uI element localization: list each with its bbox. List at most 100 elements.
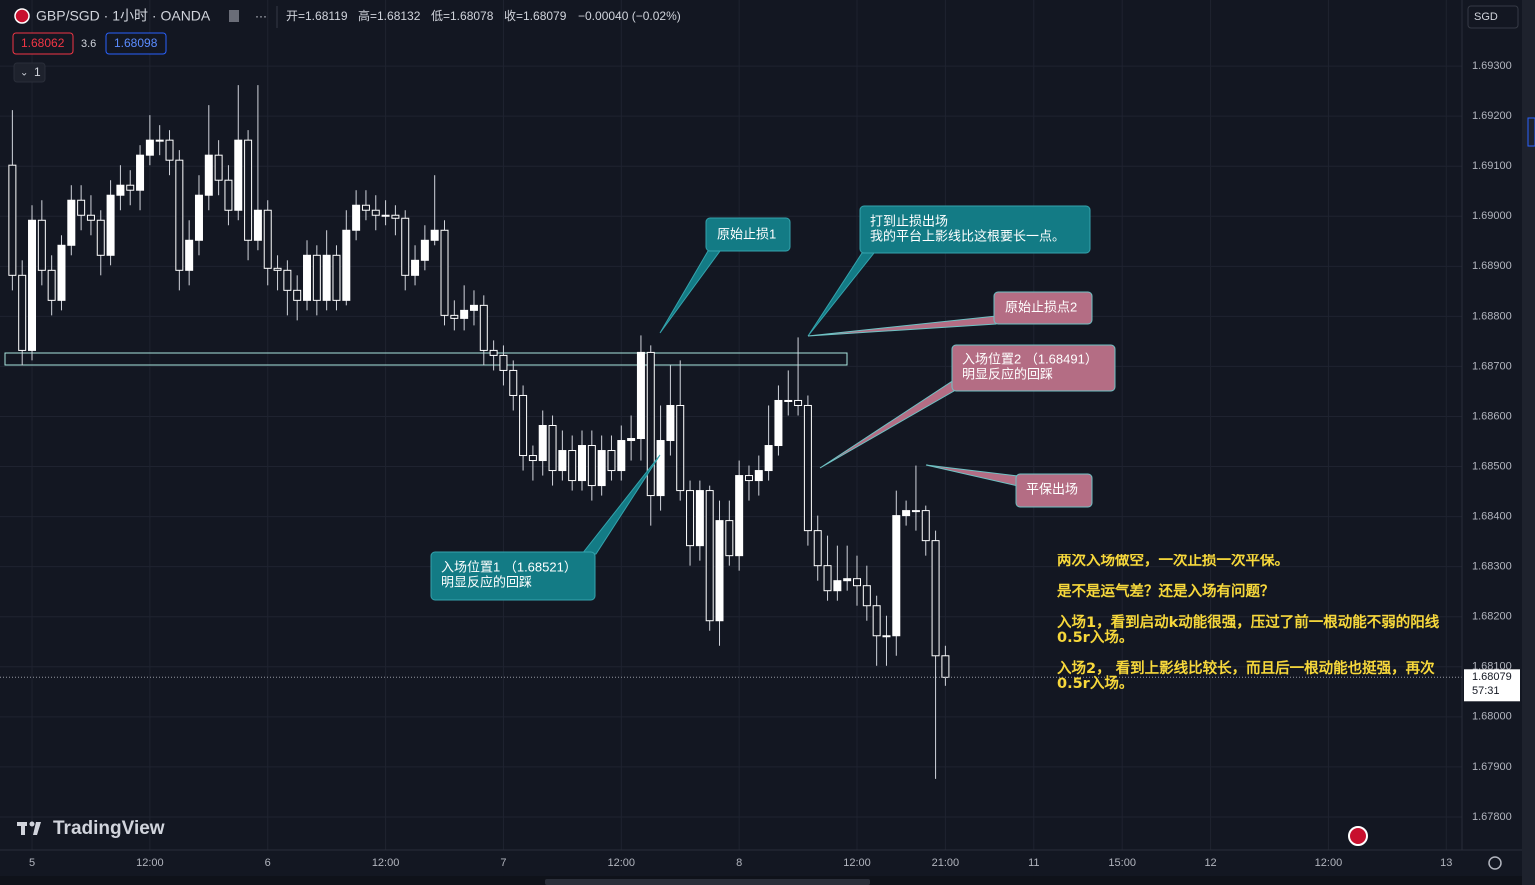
event-flag[interactable] [1348, 826, 1368, 846]
callout: 入场位置1 （1.68521） 明显反应的回踩 [430, 454, 661, 601]
candle-body [489, 349, 498, 356]
candle-body [538, 425, 547, 462]
candle-body [803, 404, 812, 532]
candle-body [420, 239, 429, 261]
settings-icon[interactable] [1488, 856, 1502, 870]
candle-body [754, 470, 763, 482]
y-tick-label: 1.68800 [1472, 310, 1512, 322]
spread: 3.6 [81, 38, 96, 50]
candles [8, 85, 950, 779]
close-value: 收=1.68079 [504, 9, 567, 23]
candle-body [57, 244, 66, 301]
candle-body [617, 440, 626, 472]
candle-body [833, 580, 842, 592]
ask-box[interactable] [105, 32, 167, 55]
candle-body [273, 267, 282, 271]
last-price-box [1464, 669, 1520, 702]
candle-body [303, 254, 312, 301]
x-tick-label: 12 [1204, 857, 1216, 869]
y-tick-label: 1.69200 [1472, 110, 1512, 122]
x-tick-label: 12:00 [1315, 857, 1343, 869]
candle-body [587, 445, 596, 487]
y-tick-label: 1.68000 [1472, 711, 1512, 723]
callout-box [1015, 473, 1093, 508]
candle-body [607, 450, 616, 472]
callout-text: 我的平台上影线比这根要长一点。 [870, 228, 1065, 243]
callout-box [430, 551, 596, 601]
currency[interactable]: SGD [1474, 11, 1498, 23]
callout-text: 明显反应的回踩 [441, 574, 532, 589]
x-tick-label: 12:00 [136, 857, 164, 869]
candle-body [509, 369, 518, 396]
callout-text: 入场位置1 （1.68521） [441, 559, 577, 574]
low-value: 低=1.68078 [431, 9, 494, 23]
candle-body [440, 229, 449, 316]
y-tick-label: 1.68300 [1472, 561, 1512, 573]
callout-box [951, 344, 1116, 392]
y-tick-label: 1.69300 [1472, 60, 1512, 72]
x-tick-label: 8 [736, 857, 742, 869]
logo-mark [33, 822, 41, 835]
candle-body [902, 510, 911, 517]
side-widget[interactable] [1527, 117, 1535, 147]
candle-body [725, 520, 734, 557]
candle-body [548, 425, 557, 472]
candle-body [578, 445, 587, 482]
candle-body [86, 214, 95, 221]
candle-body [636, 351, 645, 440]
candle-body [931, 540, 940, 657]
candle-body [391, 214, 400, 219]
ask-price[interactable]: 1.68098 [114, 36, 158, 50]
x-tick-label: 15:00 [1108, 857, 1136, 869]
y-tick-label: 1.68200 [1472, 611, 1512, 623]
candle-body [892, 515, 901, 637]
candle-body [411, 259, 420, 276]
chevron[interactable]: ⌄ [20, 68, 28, 79]
callout: 原始止损1 [659, 217, 791, 334]
candle-body [813, 530, 822, 567]
note: 入场1，看到启动k动能很强，压过了前一根动能不弱的阳线0.5r入场。 [1057, 615, 1440, 646]
candle-body [47, 269, 56, 301]
grid [0, 0, 1462, 850]
candle-body [126, 184, 135, 191]
last-price: 1.68079 [1472, 671, 1512, 683]
more-icon[interactable]: ··· [255, 9, 267, 23]
indicator-count[interactable]: 1 [34, 65, 41, 79]
countdown: 57:31 [1472, 685, 1500, 697]
y-tick-label: 1.68700 [1472, 360, 1512, 372]
candle-body [136, 154, 145, 191]
candle-body [921, 510, 930, 542]
candle-body [823, 565, 832, 592]
y-tick-label: 1.68900 [1472, 260, 1512, 272]
bid-box[interactable] [12, 32, 74, 55]
candle-body [479, 304, 488, 351]
candle-body [175, 159, 184, 271]
note: 两次入场做空，一次止损一次平保。 [1057, 554, 1289, 569]
y-tick-label: 1.69100 [1472, 160, 1512, 172]
candle-body [666, 404, 675, 442]
logo-mark [21, 822, 25, 835]
currency-box[interactable] [1467, 5, 1519, 29]
candle-body [342, 229, 351, 301]
bid-price[interactable]: 1.68062 [21, 36, 65, 50]
logo-text: TradingView [53, 818, 165, 839]
symbol[interactable]: GBP/SGD · 1小时 · OANDA [36, 8, 211, 24]
candle-body [794, 399, 803, 406]
candle-body [911, 510, 920, 513]
candle-body [558, 450, 567, 472]
high-value: 高=1.68132 [358, 8, 421, 23]
candle-body [224, 179, 233, 211]
scrollbar[interactable] [545, 879, 870, 885]
candle-body [37, 219, 46, 271]
indicators-toggle[interactable] [13, 62, 46, 83]
candle-body [676, 404, 685, 492]
candle-body [96, 219, 105, 256]
candle-body [77, 199, 86, 216]
bookmark-icon[interactable] [229, 10, 239, 22]
candle-body [263, 209, 272, 269]
candle-body [715, 520, 724, 622]
candle-body [627, 438, 636, 442]
